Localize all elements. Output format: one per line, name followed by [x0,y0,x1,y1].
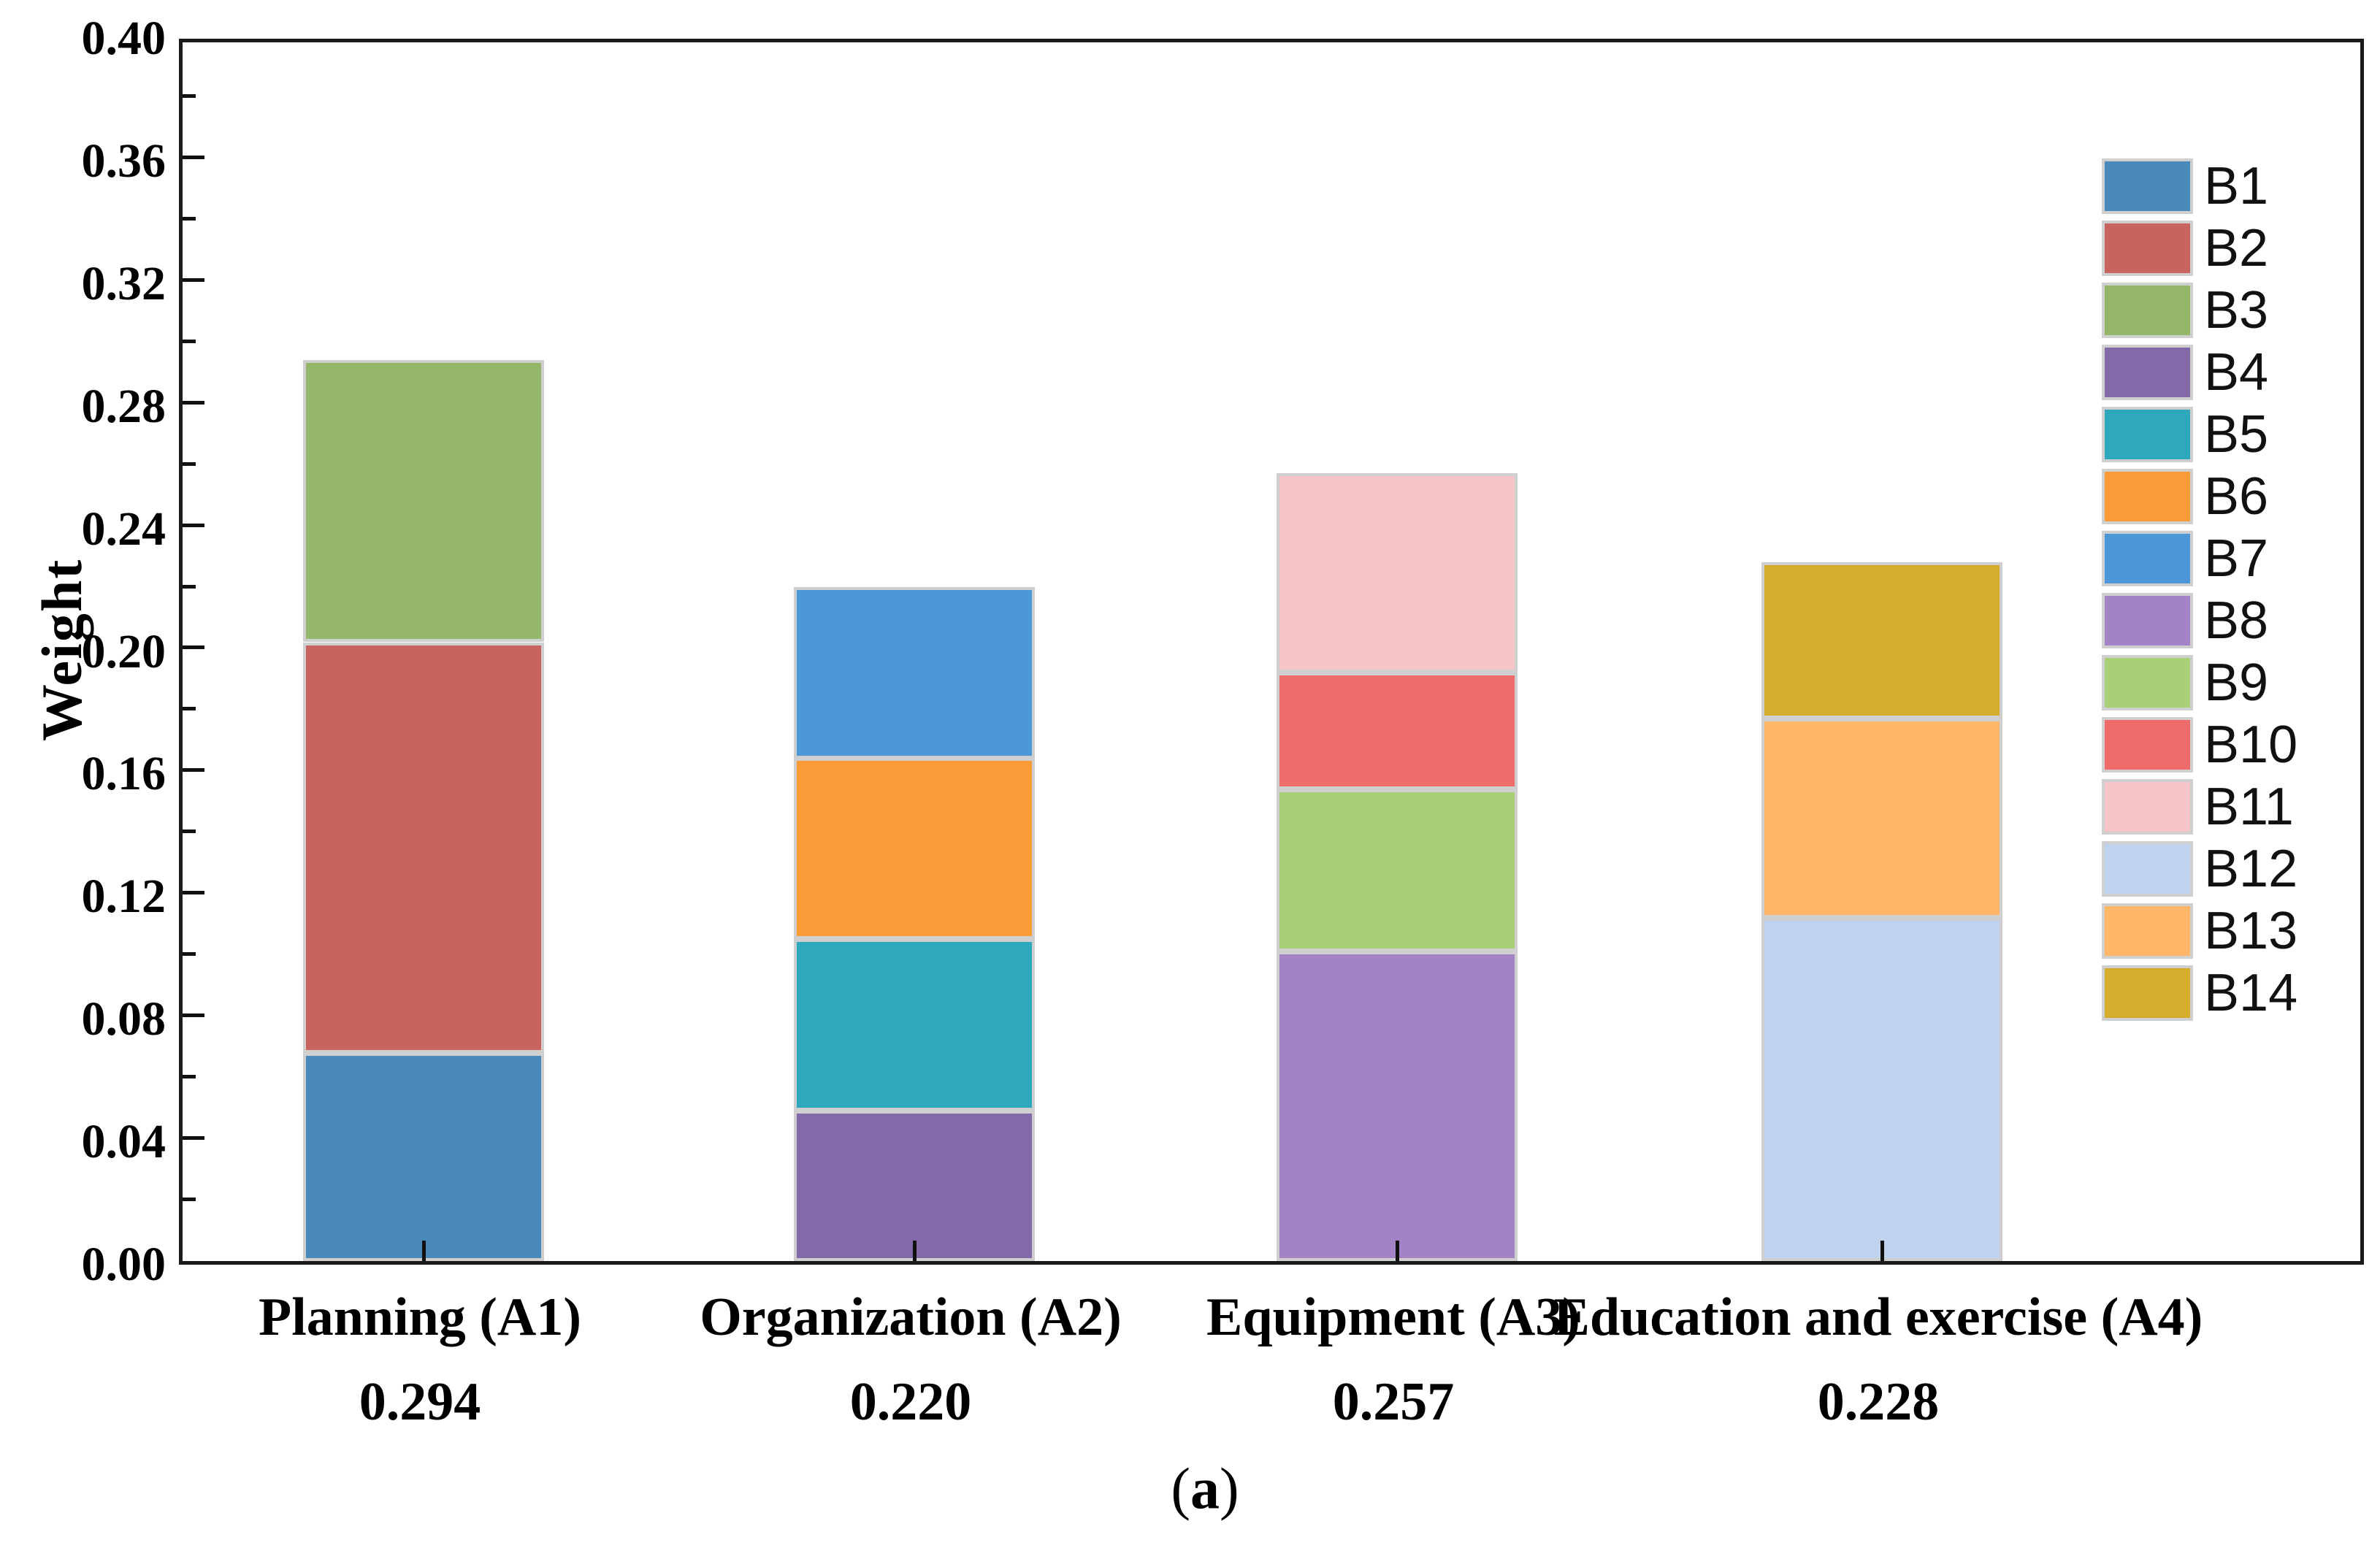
y-axis-minor-tick [183,952,196,956]
plot-area: B1 B2 B3 B4 B5 B6 B7 B8 B9 B10 B11 B12 B13 B14 [179,39,2364,1265]
x-category-total: 0.220 [849,1372,972,1432]
caption-close-paren: ) [1220,1457,1239,1522]
y-axis-minor-tick [183,217,196,221]
bar-segment-B6 [794,758,1035,939]
y-axis-minor-tick [183,94,196,98]
y-axis-major-tick [183,1136,204,1140]
legend-label-B12: B12 [2204,840,2298,898]
legend-label-B14: B14 [2204,964,2298,1022]
x-axis-tick [422,1241,426,1261]
legend-swatch-B3 [2102,283,2193,338]
x-category-label: Organization (A2) [700,1287,1122,1347]
bar-segment-B1 [303,1053,544,1261]
legend-label-B9: B9 [2204,654,2269,712]
y-axis-major-tick [183,645,204,649]
figure-caption: (a) [1171,1457,1239,1523]
y-axis-minor-tick [183,340,196,343]
x-axis-tick [913,1241,917,1261]
caption-open-paren: ( [1171,1457,1190,1522]
legend-label-B11: B11 [2204,778,2294,836]
legend-swatch-B11 [2102,779,2193,835]
y-axis-minor-tick [183,1075,196,1078]
y-tick-label: 0.16 [81,747,167,801]
bar-segment-B7 [794,587,1035,759]
y-axis-major-tick [183,1014,204,1017]
y-tick-label: 0.36 [81,134,167,188]
legend-label-B2: B2 [2204,219,2269,277]
y-axis-minor-tick [183,707,196,710]
x-axis-tick [1396,1241,1399,1261]
legend-label-B3: B3 [2204,281,2269,340]
x-axis-tick [1880,1241,1884,1261]
y-axis-major-tick [183,891,204,894]
y-tick-label: 0.04 [81,1115,167,1169]
bar-segment-B12 [1761,918,2002,1261]
x-category-label: Equipment (A3) [1206,1287,1580,1347]
x-category-label: Planning (A1) [258,1287,582,1347]
legend-swatch-B14 [2102,965,2193,1021]
legend-swatch-B2 [2102,221,2193,276]
y-axis-major-tick [183,768,204,772]
x-category-total: 0.257 [1332,1372,1455,1432]
y-tick-label: 0.20 [81,624,167,678]
bar-segment-B10 [1277,673,1518,789]
y-axis-minor-tick [183,1198,196,1201]
y-axis-major-tick [183,401,204,405]
legend-label-B1: B1 [2204,157,2269,215]
x-category-total: 0.228 [1817,1372,1940,1432]
legend-swatch-B7 [2102,531,2193,586]
y-axis-minor-tick [183,585,196,589]
y-axis-major-tick [183,278,204,282]
y-axis-major-tick [183,156,204,159]
bar-segment-B11 [1277,473,1518,673]
y-tick-label: 0.12 [81,870,167,924]
legend-swatch-B4 [2102,345,2193,400]
bar-segment-B9 [1277,789,1518,951]
legend-label-B10: B10 [2204,716,2298,774]
bar-segment-B2 [303,643,544,1053]
legend-label-B5: B5 [2204,405,2269,464]
legend-swatch-B12 [2102,841,2193,897]
bar-segment-B14 [1761,562,2002,719]
x-category-total: 0.294 [359,1372,481,1432]
bar-segment-B3 [303,360,544,642]
x-category-label: Education and exercise (A4) [1553,1287,2203,1347]
y-tick-label: 0.40 [81,12,167,65]
bar-segment-B13 [1761,719,2002,918]
y-axis-minor-tick [183,462,196,466]
bar-segment-B8 [1277,951,1518,1261]
legend-swatch-B6 [2102,469,2193,524]
y-tick-label: 0.00 [81,1238,167,1291]
y-tick-label: 0.28 [81,379,167,433]
legend-label-B8: B8 [2204,591,2269,650]
legend-label-B6: B6 [2204,467,2269,526]
y-tick-label: 0.24 [81,502,167,556]
caption-letter: a [1190,1457,1220,1522]
bar-segment-B5 [794,939,1035,1111]
y-axis-minor-tick [183,829,196,833]
legend-swatch-B10 [2102,717,2193,773]
legend-swatch-B8 [2102,593,2193,648]
legend-swatch-B1 [2102,158,2193,214]
legend-swatch-B9 [2102,655,2193,710]
y-tick-label: 0.32 [81,256,167,310]
legend-label-B7: B7 [2204,529,2269,588]
legend-swatch-B13 [2102,903,2193,959]
legend-swatch-B5 [2102,407,2193,462]
bar-segment-B4 [794,1111,1035,1261]
y-tick-label: 0.08 [81,992,167,1046]
y-axis-major-tick [183,524,204,527]
legend-label-B4: B4 [2204,343,2269,402]
legend-label-B13: B13 [2204,902,2298,960]
